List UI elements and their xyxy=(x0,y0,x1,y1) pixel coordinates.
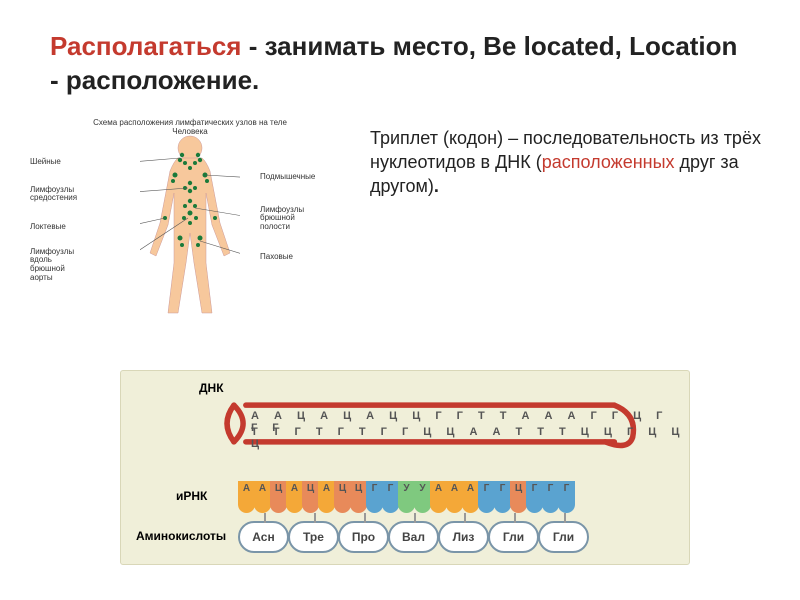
nucleotide: А xyxy=(446,481,463,513)
nucleotide: А xyxy=(286,481,303,513)
label-brush: Лимфоузлы брюшной полости xyxy=(260,206,304,232)
nucleotide: А xyxy=(318,481,335,513)
nucleotide: Г xyxy=(542,481,559,513)
nucleotide: А xyxy=(462,481,479,513)
amino-acid: Асн xyxy=(238,521,289,553)
page-title: Располагаться - занимать место, Be locat… xyxy=(0,0,800,108)
nucleotide: Г xyxy=(558,481,575,513)
title-sep-2: - xyxy=(50,65,66,95)
aa-connector xyxy=(314,513,316,523)
triplet-definition: Триплет (кодон) – последовательность из … xyxy=(370,118,770,199)
nucleotide: Г xyxy=(478,481,495,513)
amino-acid: Гли xyxy=(488,521,539,553)
codon-group: ГГГ xyxy=(527,481,575,513)
def-text-highlight: расположенных xyxy=(542,152,675,172)
label-dna: ДНК xyxy=(199,381,224,395)
nucleotide: Ц xyxy=(334,481,351,513)
aa-connector xyxy=(514,513,516,523)
nucleotide: Ц xyxy=(510,481,527,513)
codon-group: ААА xyxy=(431,481,479,513)
nucleotide: А xyxy=(238,481,255,513)
amino-acid-chain: АснТреПроВалЛизГлиГли xyxy=(239,521,589,553)
codon-group: АЦА xyxy=(287,481,335,513)
aa-connector xyxy=(414,513,416,523)
title-word-4: расположение. xyxy=(66,65,259,95)
label-sheynye: Шейные xyxy=(30,158,61,167)
codon-group: ЦЦГ xyxy=(335,481,383,513)
label-pahovye: Паховые xyxy=(260,253,293,262)
amino-acid: Вал xyxy=(388,521,439,553)
mrna-codons: ААЦАЦАЦЦГГУУАААГГЦГГГ xyxy=(239,481,575,513)
title-word-1: Располагаться xyxy=(50,31,241,61)
title-word-2: занимать место, xyxy=(265,31,484,61)
content-row: Схема расположения лимфатических узлов н… xyxy=(0,108,800,318)
amino-acid: Про xyxy=(338,521,389,553)
nucleotide: Г xyxy=(382,481,399,513)
human-body-icon xyxy=(140,133,240,318)
codon-group: ГУУ xyxy=(383,481,431,513)
label-aminoacids: Аминокислоты xyxy=(136,529,226,543)
title-word-3: Be located, Location xyxy=(483,31,737,61)
nucleotide: Г xyxy=(494,481,511,513)
nucleotide: Ц xyxy=(350,481,367,513)
amino-acid: Лиз xyxy=(438,521,489,553)
aa-connector xyxy=(364,513,366,523)
dna-bottom-strand: Т Т Г Т Г Т Г Г Ц Ц А А Т Т Т Ц Ц Г Ц Ц … xyxy=(251,426,689,450)
label-mrna: иРНК xyxy=(176,489,207,503)
aa-connector xyxy=(464,513,466,523)
codon-group: ААЦ xyxy=(239,481,287,513)
nucleotide: А xyxy=(430,481,447,513)
aa-connector xyxy=(564,513,566,523)
codon-group: ГГЦ xyxy=(479,481,527,513)
lymph-diagram: Схема расположения лимфатических узлов н… xyxy=(30,118,350,318)
nucleotide: У xyxy=(414,481,431,513)
nucleotide: Ц xyxy=(270,481,287,513)
nucleotide: Г xyxy=(366,481,383,513)
label-aorty: Лимфоузлы вдоль брюшной аорты xyxy=(30,248,74,283)
title-sep-1: - xyxy=(241,31,264,61)
label-sredosteniya: Лимфоузлы средостения xyxy=(30,186,77,204)
label-podmysh: Подмышечные xyxy=(260,173,315,182)
aa-connector xyxy=(264,513,266,523)
nucleotide: У xyxy=(398,481,415,513)
amino-acid: Тре xyxy=(288,521,339,553)
label-loktevye: Локтевые xyxy=(30,223,66,232)
nucleotide: Ц xyxy=(302,481,319,513)
nucleotide: Г xyxy=(526,481,543,513)
dna-panel: ДНК иРНК Аминокислоты А А Ц А Ц А Ц Ц Г … xyxy=(120,370,690,565)
def-dot: . xyxy=(434,176,439,196)
nucleotide: А xyxy=(254,481,271,513)
amino-acid: Гли xyxy=(538,521,589,553)
